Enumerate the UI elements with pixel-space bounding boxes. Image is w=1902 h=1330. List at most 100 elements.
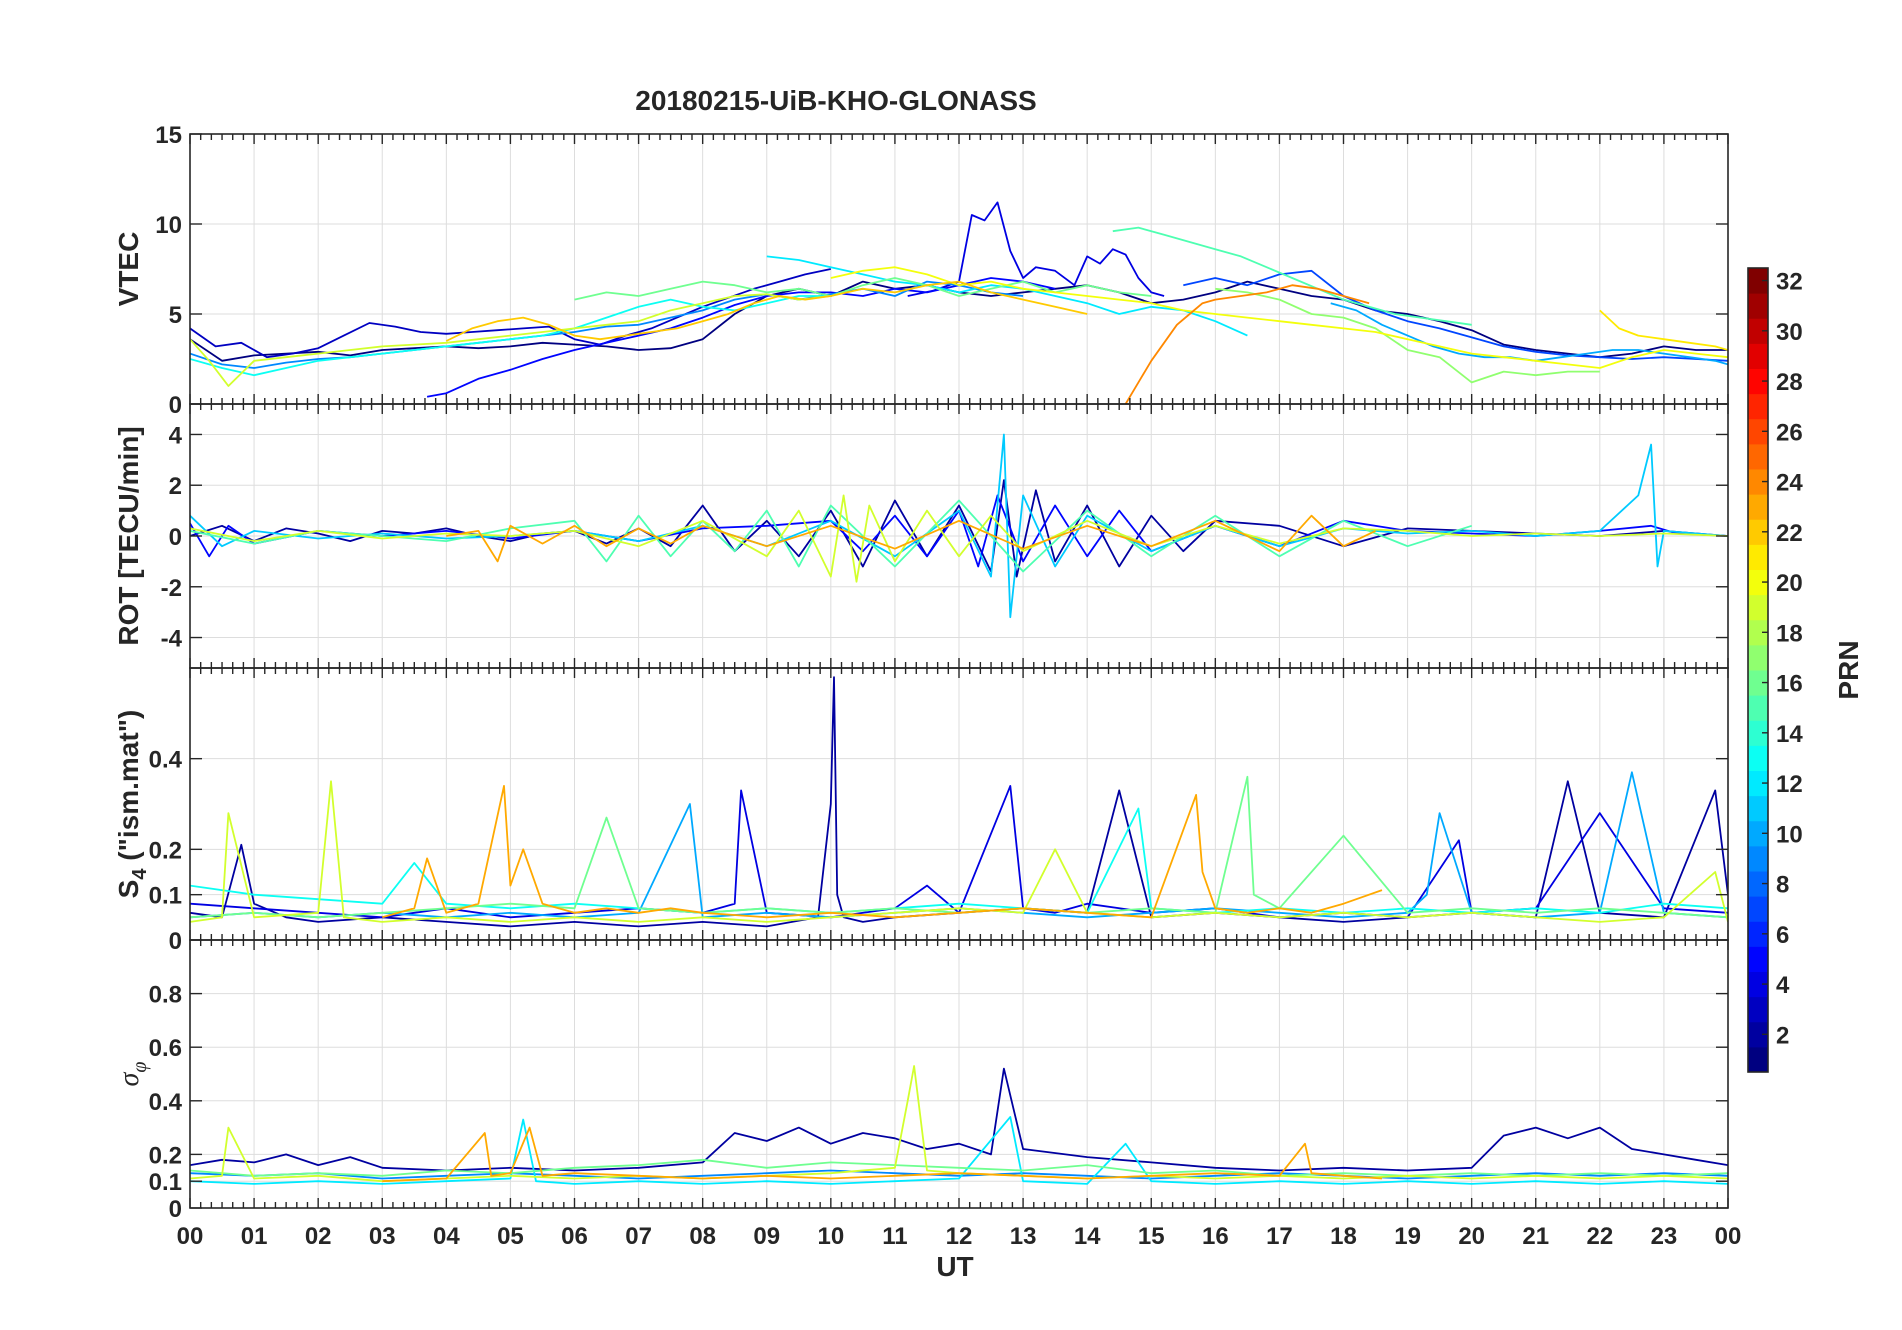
colorbar-segment [1748, 469, 1768, 495]
x-tick-label: 13 [1010, 1223, 1037, 1250]
colorbar-tick-label: 30 [1776, 319, 1803, 346]
series-line-prn-17 [1215, 287, 1600, 384]
colorbar-label: PRN [1833, 640, 1864, 699]
y-tick-label: 5 [169, 302, 182, 329]
chart-title: 20180215-UiB-KHO-GLONASS [635, 85, 1036, 116]
x-tick-label: 07 [625, 1223, 652, 1250]
colorbar-segment [1748, 921, 1768, 947]
colorbar-segment [1748, 644, 1768, 671]
series-line-prn-22 [445, 280, 1088, 342]
y-tick-label: 0.1 [149, 1169, 182, 1196]
colorbar-tick-label: 18 [1776, 620, 1803, 647]
colorbar-segment [1748, 544, 1768, 570]
x-tick-label: 00 [177, 1223, 204, 1250]
y-axis-label-sub: φ [129, 1062, 151, 1073]
colorbar-segment [1748, 871, 1768, 897]
x-tick-label: 18 [1330, 1223, 1357, 1250]
colorbar-tick-label: 28 [1776, 369, 1803, 396]
colorbar-segment [1748, 720, 1768, 746]
y-tick-label: 0.6 [149, 1035, 182, 1062]
colorbar-tick-label: 24 [1776, 470, 1803, 497]
series-line-prn-23 [382, 1126, 1383, 1183]
colorbar-tick-label: 10 [1776, 821, 1803, 848]
colorbar-segment [1748, 745, 1768, 771]
x-tick-label: 14 [1074, 1223, 1101, 1250]
panel-s4: 0 0.1 0.2 0.4 S4 ("ism.mat") [113, 667, 1729, 955]
y-tick-label: 15 [155, 122, 182, 149]
colorbar-tick-label: 26 [1776, 419, 1803, 446]
x-tick-label: 20 [1458, 1223, 1485, 1250]
colorbar-tick-label: 2 [1776, 1022, 1789, 1049]
x-axis-label: UT [936, 1251, 973, 1282]
y-axis-label-rest: ("ism.mat") [113, 710, 144, 869]
y-tick-label: 0.4 [149, 1089, 183, 1116]
x-tick-label: 02 [305, 1223, 332, 1250]
x-tick-label: 12 [946, 1223, 973, 1250]
colorbar-segment [1748, 268, 1768, 294]
y-axis-label-main: S [113, 880, 144, 899]
x-tick-label: 00 [1715, 1223, 1742, 1250]
series-line-prn-15 [190, 499, 1472, 573]
y-tick-label: 4 [169, 422, 183, 449]
x-tick-label: 11 [882, 1223, 907, 1250]
x-tick-label: 17 [1266, 1223, 1293, 1250]
y-axis-label: σφ [114, 1062, 151, 1087]
colorbar-segment [1748, 845, 1768, 872]
x-tick-label: 01 [241, 1223, 268, 1250]
colorbar-segment [1748, 946, 1768, 972]
series-line-prn-19 [190, 1065, 1728, 1183]
colorbar-segment [1748, 418, 1768, 445]
series-line-prn-13 [190, 807, 1728, 914]
series-line-prn-19 [190, 293, 831, 387]
y-tick-label: 0 [169, 524, 182, 551]
colorbar-segment [1748, 293, 1768, 319]
colorbar-segment [1748, 896, 1768, 922]
colorbar-segment [1748, 368, 1768, 395]
colorbar-tick-label: 16 [1776, 671, 1803, 698]
y-tick-label: 0.2 [149, 837, 182, 864]
panel-vtec: 0 5 10 15 VTEC [113, 122, 1729, 419]
series-line-prn-19 [190, 494, 1728, 583]
panel-rot: -4 -2 0 2 4 ROT [TECU/min] [113, 403, 1729, 669]
x-tick-label: 23 [1651, 1223, 1678, 1250]
x-tick-label: 10 [817, 1223, 844, 1250]
colorbar-segment [1748, 820, 1768, 847]
y-tick-label: 10 [155, 212, 182, 239]
x-tick-label: 05 [497, 1223, 524, 1250]
x-tick-label: 16 [1202, 1223, 1229, 1250]
colorbar-tick-label: 8 [1776, 872, 1789, 899]
colorbar-segment [1748, 695, 1768, 721]
y-axis-label: VTEC [113, 232, 144, 307]
series-group [190, 433, 1728, 619]
colorbar-segment [1748, 770, 1768, 797]
y-tick-label: 0.8 [149, 982, 182, 1009]
y-tick-label: 0.1 [149, 883, 182, 910]
colorbar-segment [1748, 619, 1768, 646]
series-line-prn-13 [190, 295, 831, 377]
series-line-prn-21 [1599, 309, 1728, 351]
x-tick-label: 22 [1586, 1223, 1613, 1250]
colorbar-segment [1748, 795, 1768, 822]
colorbar-segment [1748, 443, 1768, 470]
y-axis-label-sub: 4 [129, 868, 151, 880]
y-tick-label: 0.4 [149, 747, 183, 774]
series-line-prn-9 [190, 1169, 1728, 1180]
series-line-prn-5 [426, 277, 1056, 398]
series-line-prn-16 [190, 1158, 1728, 1177]
y-tick-label: -2 [161, 575, 182, 602]
colorbar-tick-label: 32 [1776, 269, 1803, 296]
series-line-prn-4 [907, 201, 1165, 297]
series-line-prn-2 [190, 1067, 1728, 1172]
panel-sigma_phi: 00.10.2 0.4 0.6 0.8 σφ [114, 939, 1729, 1223]
y-tick-label: 2 [169, 473, 182, 500]
x-tick-label: 15 [1138, 1223, 1165, 1250]
series-line-prn-20 [830, 266, 1728, 369]
y-tick-label: 0 [169, 928, 182, 955]
colorbar-segment [1748, 393, 1768, 420]
series-line-prn-24 [1124, 284, 1370, 404]
x-tick-label: 19 [1394, 1223, 1421, 1250]
colorbar-segment [1748, 569, 1768, 596]
